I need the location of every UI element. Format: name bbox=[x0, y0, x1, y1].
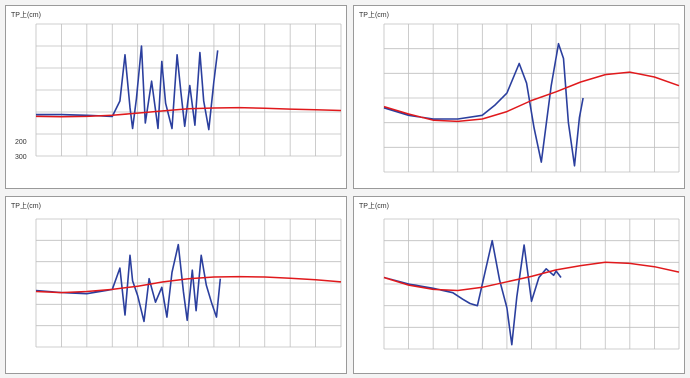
y-tick-label: 300 bbox=[15, 154, 27, 161]
y-tick-label: 200 bbox=[15, 139, 27, 146]
plot-area bbox=[35, 218, 342, 348]
model-series-line bbox=[35, 275, 342, 294]
observed-series-line bbox=[383, 239, 562, 346]
grid bbox=[383, 23, 680, 173]
grid bbox=[35, 218, 342, 348]
chart-panel-bottom-right: TP上(cm) bbox=[353, 196, 685, 374]
model-series-line bbox=[35, 106, 342, 118]
observed-series-line bbox=[36, 45, 219, 131]
chart-panel-bottom-left: TP上(cm) bbox=[5, 196, 347, 374]
y-axis-label: TP上(cm) bbox=[359, 203, 389, 210]
y-axis-label: TP上(cm) bbox=[11, 12, 41, 19]
chart-panel-top-left: TP上(cm) 200 300 bbox=[5, 5, 347, 189]
y-axis-label: TP上(cm) bbox=[11, 203, 41, 210]
chart-panel-top-right: TP上(cm) bbox=[353, 5, 685, 189]
plot-area bbox=[383, 23, 680, 173]
model-series-line bbox=[383, 261, 680, 292]
model-series-line bbox=[383, 71, 680, 123]
observed-series-line bbox=[383, 42, 584, 167]
grid bbox=[383, 218, 680, 350]
plot-area bbox=[383, 218, 680, 350]
observed-series-line bbox=[35, 243, 222, 323]
y-axis-label: TP上(cm) bbox=[359, 12, 389, 19]
plot-area bbox=[35, 23, 342, 157]
